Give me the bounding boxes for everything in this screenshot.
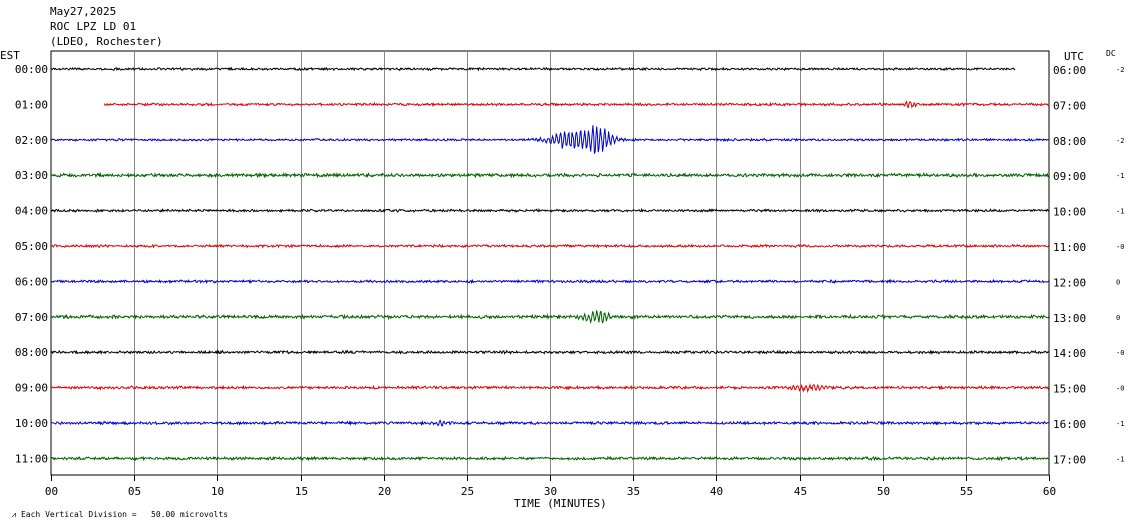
trace-0100 xyxy=(103,100,1049,109)
trace-0500 xyxy=(50,243,1050,249)
row-label-est-0300: 03:00 xyxy=(15,169,48,182)
dc-offset-1600: -1 xyxy=(1116,420,1124,428)
plot-date: May27,2025 xyxy=(50,5,117,18)
trace-0800 xyxy=(50,349,1050,355)
x-tick-label-60: 60 xyxy=(1043,485,1056,498)
row-label-est-0400: 04:00 xyxy=(15,205,48,218)
row-label-est-1000: 10:00 xyxy=(15,417,48,430)
row-label-est-0800: 08:00 xyxy=(15,346,48,359)
trace-0000 xyxy=(50,66,1016,72)
row-label-utc-1500: 15:00 xyxy=(1053,383,1086,396)
dc-offset-1700: -1 xyxy=(1116,455,1124,463)
trace-0700 xyxy=(50,310,1050,325)
row-label-utc-0600: 06:00 xyxy=(1053,64,1086,77)
dc-offset-0800: -2 xyxy=(1116,137,1124,145)
x-axis-title: TIME (MINUTES) xyxy=(514,497,607,510)
row-label-est-0100: 01:00 xyxy=(15,98,48,111)
trace-1000 xyxy=(50,419,1049,427)
dc-offset-1500: -0 xyxy=(1116,385,1124,393)
row-label-est-1100: 11:00 xyxy=(15,452,48,465)
dc-offset-0900: -1 xyxy=(1116,172,1124,180)
row-label-est-0700: 07:00 xyxy=(15,311,48,324)
row-label-utc-1700: 17:00 xyxy=(1053,453,1086,466)
row-label-utc-1000: 10:00 xyxy=(1053,206,1086,219)
network-name: (LDEO, Rochester) xyxy=(50,35,163,48)
row-label-est-0000: 00:00 xyxy=(15,63,48,76)
x-tick-label-05: 05 xyxy=(128,485,141,498)
row-label-utc-0700: 07:00 xyxy=(1053,99,1086,112)
x-tick-label-50: 50 xyxy=(877,485,890,498)
dc-offset-1200: 0 xyxy=(1116,278,1120,286)
trace-0600 xyxy=(50,278,1050,285)
x-tick-label-00: 00 xyxy=(45,485,58,498)
trace-0900 xyxy=(50,382,1050,394)
trace-0300 xyxy=(50,171,1050,179)
row-label-utc-1300: 13:00 xyxy=(1053,312,1086,325)
dc-offset-1300: 0 xyxy=(1116,314,1120,322)
row-label-utc-1400: 14:00 xyxy=(1053,347,1086,360)
x-tick-label-15: 15 xyxy=(295,485,308,498)
scale-note-text: Each Vertical Division = 50.00 microvolt… xyxy=(20,510,229,519)
x-tick-label-10: 10 xyxy=(211,485,224,498)
row-label-utc-1100: 11:00 xyxy=(1053,241,1086,254)
dc-offset-header: DC xyxy=(1106,49,1116,58)
station-code: ROC LPZ LD 01 xyxy=(50,20,137,33)
dc-offset-1100: -0 xyxy=(1116,243,1124,251)
x-tick-label-45: 45 xyxy=(794,485,807,498)
left-timezone-label: EST xyxy=(0,49,20,62)
dc-offset-1400: -0 xyxy=(1116,349,1124,357)
x-tick-label-55: 55 xyxy=(960,485,973,498)
trace-0400 xyxy=(50,207,1050,214)
row-label-utc-0800: 08:00 xyxy=(1053,135,1086,148)
dc-offset-0600: -2 xyxy=(1116,66,1124,74)
trace-0200 xyxy=(50,125,1050,155)
row-label-est-0600: 06:00 xyxy=(15,275,48,288)
x-tick-label-30: 30 xyxy=(544,485,557,498)
row-label-est-0500: 05:00 xyxy=(15,240,48,253)
trace-1100 xyxy=(50,455,1049,462)
row-label-utc-1200: 12:00 xyxy=(1053,276,1086,289)
row-label-utc-1600: 16:00 xyxy=(1053,418,1086,431)
footer-scale-note: ⩘ Each Vertical Division = 50.00 microvo… xyxy=(2,501,228,520)
right-timezone-label: UTC xyxy=(1064,50,1084,63)
row-label-utc-0900: 09:00 xyxy=(1053,170,1086,183)
row-label-est-0900: 09:00 xyxy=(15,382,48,395)
scale-icon: ⩘ xyxy=(11,510,21,519)
x-tick-label-25: 25 xyxy=(461,485,474,498)
x-tick-label-40: 40 xyxy=(710,485,723,498)
dc-offset-1000: -1 xyxy=(1116,208,1124,216)
x-tick-label-20: 20 xyxy=(378,485,391,498)
x-tick-label-35: 35 xyxy=(627,485,640,498)
row-label-est-0200: 02:00 xyxy=(15,134,48,147)
